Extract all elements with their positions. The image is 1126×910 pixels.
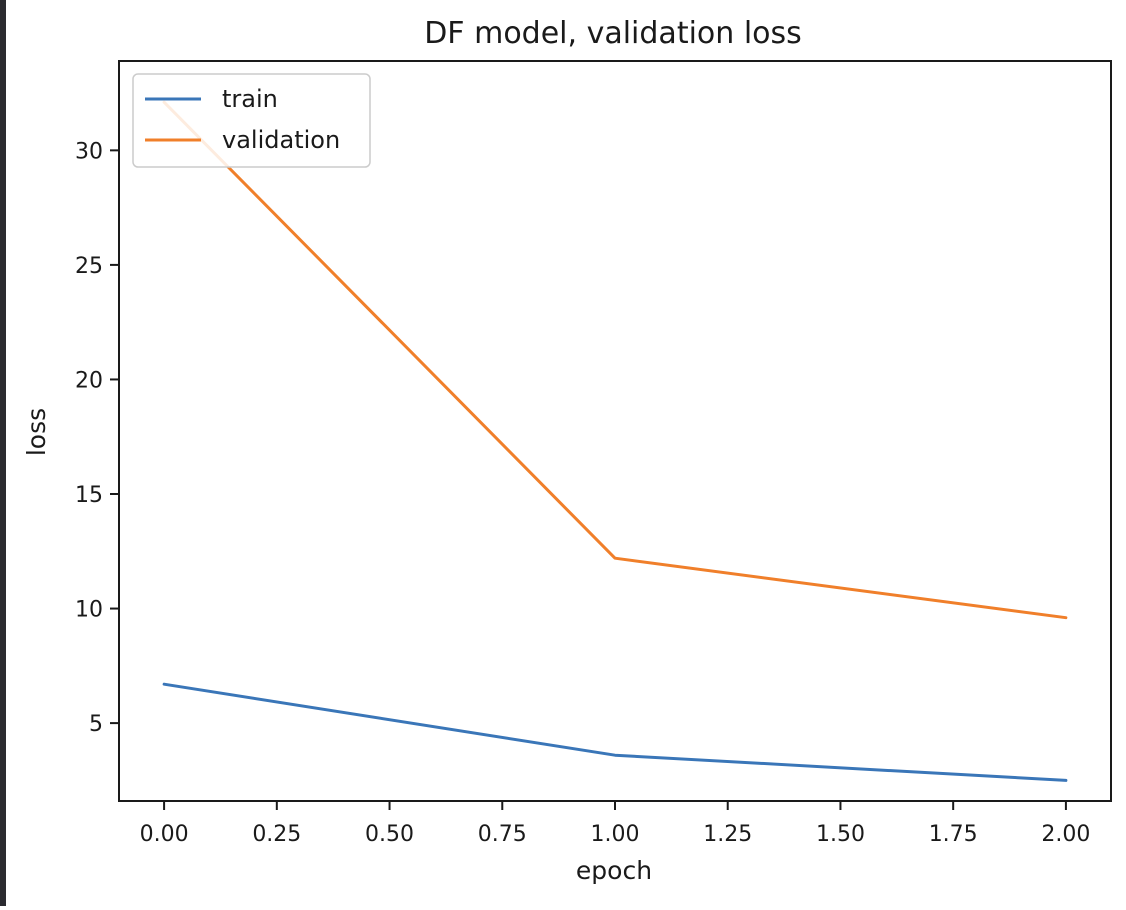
x-tick-label: 0.50 bbox=[365, 822, 414, 847]
y-tick-label: 25 bbox=[75, 254, 103, 279]
legend: train validation bbox=[132, 73, 371, 168]
x-tick-label: 2.00 bbox=[1041, 822, 1090, 847]
y-tick-label: 15 bbox=[75, 483, 103, 508]
series-line-validation bbox=[162, 100, 1068, 620]
y-tick-label: 10 bbox=[75, 598, 103, 623]
legend-label-train: train bbox=[222, 85, 278, 113]
x-tick-label: 1.75 bbox=[929, 822, 978, 847]
chart-title: DF model, validation loss bbox=[424, 16, 802, 51]
x-tick-label: 0.75 bbox=[478, 822, 527, 847]
y-tick-label: 30 bbox=[75, 139, 103, 164]
y-tick-label: 20 bbox=[75, 368, 103, 393]
x-tick-label: 1.25 bbox=[703, 822, 752, 847]
x-tick-label: 0.00 bbox=[140, 822, 189, 847]
y-axis-ticks: 5 10 15 20 25 30 bbox=[75, 139, 119, 737]
legend-box bbox=[132, 73, 371, 168]
plot-area-frame bbox=[118, 60, 1112, 802]
legend-label-validation: validation bbox=[222, 126, 340, 154]
window-edge bbox=[0, 0, 6, 906]
series-lines bbox=[162, 100, 1068, 782]
x-tick-label: 1.00 bbox=[591, 822, 640, 847]
y-axis-label: loss bbox=[22, 408, 51, 456]
x-axis-label: epoch bbox=[576, 856, 652, 885]
y-tick-label: 5 bbox=[89, 712, 103, 737]
x-tick-label: 0.25 bbox=[252, 822, 301, 847]
x-tick-label: 1.50 bbox=[816, 822, 865, 847]
series-line-train bbox=[162, 682, 1068, 782]
x-axis-ticks: 0.00 0.25 0.50 0.75 1.00 1.25 1.50 1.75 2.00 bbox=[140, 801, 1090, 847]
